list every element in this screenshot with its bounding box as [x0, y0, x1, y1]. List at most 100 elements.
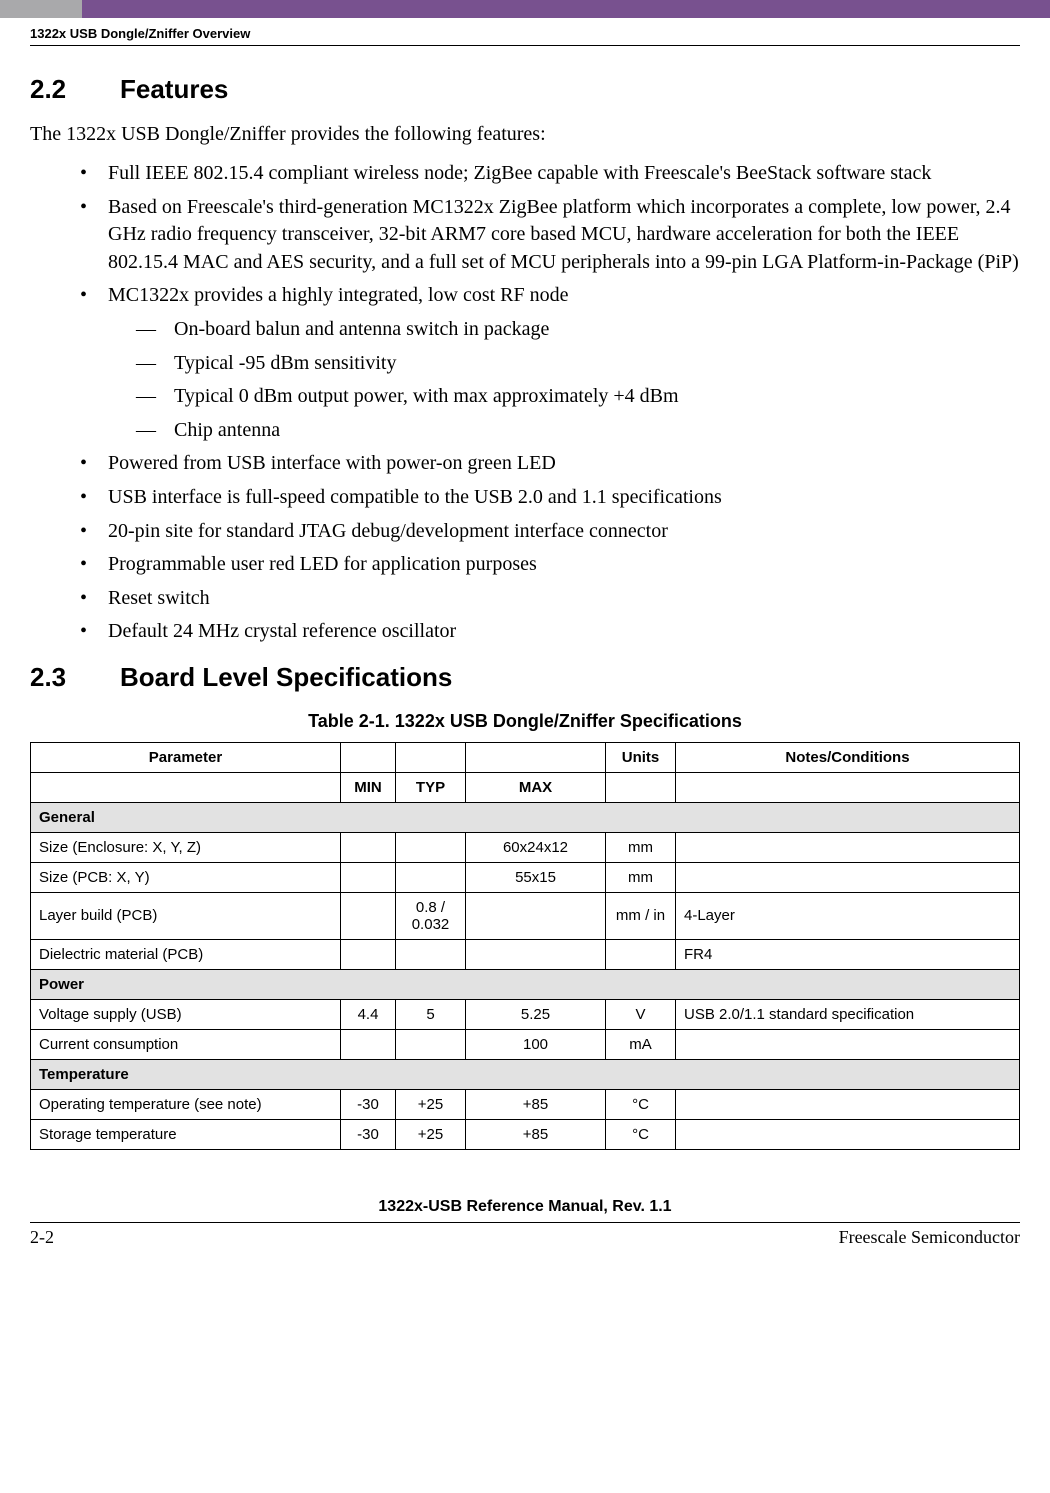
col-header-typ: TYP — [396, 772, 466, 802]
feature-item: USB interface is full-speed compatible t… — [80, 484, 1020, 512]
cell-max: 100 — [466, 1029, 606, 1059]
feature-item: Reset switch — [80, 585, 1020, 613]
section-2-2-heading: 2.2Features — [30, 74, 1020, 105]
cell-min — [341, 862, 396, 892]
feature-subitem: Typical -95 dBm sensitivity — [136, 350, 1020, 378]
col-header-units: Units — [606, 742, 676, 772]
cell-notes — [676, 862, 1020, 892]
cell-notes: FR4 — [676, 939, 1020, 969]
cell-max: 5.25 — [466, 999, 606, 1029]
top-color-band — [0, 0, 1050, 18]
col-header-notes: Notes/Conditions — [676, 742, 1020, 772]
table-section-title: General — [31, 802, 1020, 832]
footer-company: Freescale Semiconductor — [839, 1227, 1020, 1248]
col-header-parameter: Parameter — [31, 742, 341, 772]
cell-min: -30 — [341, 1119, 396, 1149]
header-rule — [30, 45, 1020, 46]
feature-item: Powered from USB interface with power-on… — [80, 450, 1020, 478]
col-header-blank — [341, 742, 396, 772]
cell-min — [341, 892, 396, 939]
table-section-row: Power — [31, 969, 1020, 999]
cell-min — [341, 1029, 396, 1059]
table-row: Operating temperature (see note)-30+25+8… — [31, 1089, 1020, 1119]
col-header-min: MIN — [341, 772, 396, 802]
cell-min: -30 — [341, 1089, 396, 1119]
table-section-title: Temperature — [31, 1059, 1020, 1089]
cell-typ — [396, 1029, 466, 1059]
cell-typ: +25 — [396, 1089, 466, 1119]
table-row: Dielectric material (PCB) FR4 — [31, 939, 1020, 969]
section-2-2-title: Features — [120, 74, 228, 104]
cell-parameter: Operating temperature (see note) — [31, 1089, 341, 1119]
spec-table-body: ParameterUnitsNotes/ConditionsMINTYPMAXG… — [31, 742, 1020, 1149]
cell-typ — [396, 832, 466, 862]
cell-max — [466, 892, 606, 939]
page-footer: 1322x-USB Reference Manual, Rev. 1.1 — [0, 1198, 1050, 1216]
col-header-blank — [606, 772, 676, 802]
feature-sublist: On-board balun and antenna switch in pac… — [108, 316, 1020, 444]
section-2-3-number: 2.3 — [30, 662, 120, 693]
feature-item: MC1322x provides a highly integrated, lo… — [80, 282, 1020, 444]
table-row: Size (Enclosure: X, Y, Z) 60x24x12mm — [31, 832, 1020, 862]
cell-units: mA — [606, 1029, 676, 1059]
cell-notes — [676, 1119, 1020, 1149]
table-row: Voltage supply (USB)4.455.25VUSB 2.0/1.1… — [31, 999, 1020, 1029]
col-header-blank — [466, 742, 606, 772]
table-row: Storage temperature-30+25+85°C — [31, 1119, 1020, 1149]
page-content: 1322x USB Dongle/Zniffer Overview 2.2Fea… — [0, 26, 1050, 1150]
cell-parameter: Dielectric material (PCB) — [31, 939, 341, 969]
col-header-blank — [676, 772, 1020, 802]
cell-units: °C — [606, 1089, 676, 1119]
cell-max: 55x15 — [466, 862, 606, 892]
cell-units: mm — [606, 832, 676, 862]
cell-typ: 0.8 / 0.032 — [396, 892, 466, 939]
section-2-3-heading: 2.3Board Level Specifications — [30, 662, 1020, 693]
cell-units: °C — [606, 1119, 676, 1149]
table-row: Current consumption100mA — [31, 1029, 1020, 1059]
running-header: 1322x USB Dongle/Zniffer Overview — [30, 26, 1020, 41]
cell-typ: 5 — [396, 999, 466, 1029]
feature-item: Based on Freescale's third-generation MC… — [80, 194, 1020, 277]
cell-typ: +25 — [396, 1119, 466, 1149]
cell-max: +85 — [466, 1089, 606, 1119]
table-section-row: Temperature — [31, 1059, 1020, 1089]
cell-units: mm / in — [606, 892, 676, 939]
col-header-blank — [396, 742, 466, 772]
table-section-title: Power — [31, 969, 1020, 999]
table-row: Layer build (PCB)0.8 / 0.032mm / in4-Lay… — [31, 892, 1020, 939]
col-header-blank — [31, 772, 341, 802]
cell-units: V — [606, 999, 676, 1029]
cell-min: 4.4 — [341, 999, 396, 1029]
band-gray — [0, 0, 82, 18]
cell-max — [466, 939, 606, 969]
cell-notes — [676, 1089, 1020, 1119]
feature-subitem: Chip antenna — [136, 417, 1020, 445]
feature-item: 20-pin site for standard JTAG debug/deve… — [80, 518, 1020, 546]
section-2-2-intro: The 1322x USB Dongle/Zniffer provides th… — [30, 123, 1020, 146]
footer-line: 2-2 Freescale Semiconductor — [0, 1227, 1050, 1268]
cell-max: +85 — [466, 1119, 606, 1149]
features-list: Full IEEE 802.15.4 compliant wireless no… — [30, 160, 1020, 646]
section-2-3-title: Board Level Specifications — [120, 662, 452, 692]
cell-typ — [396, 939, 466, 969]
table-header-row-2: MINTYPMAX — [31, 772, 1020, 802]
cell-notes: 4-Layer — [676, 892, 1020, 939]
cell-parameter: Voltage supply (USB) — [31, 999, 341, 1029]
feature-item: Full IEEE 802.15.4 compliant wireless no… — [80, 160, 1020, 188]
cell-notes — [676, 832, 1020, 862]
footer-page-number: 2-2 — [30, 1227, 54, 1248]
cell-notes: USB 2.0/1.1 standard specification — [676, 999, 1020, 1029]
table-header-row-1: Parameter UnitsNotes/Conditions — [31, 742, 1020, 772]
col-header-max: MAX — [466, 772, 606, 802]
cell-parameter: Size (Enclosure: X, Y, Z) — [31, 832, 341, 862]
feature-item: Programmable user red LED for applicatio… — [80, 551, 1020, 579]
cell-min — [341, 832, 396, 862]
cell-typ — [396, 862, 466, 892]
cell-units: mm — [606, 862, 676, 892]
spec-table: ParameterUnitsNotes/ConditionsMINTYPMAXG… — [30, 742, 1020, 1150]
feature-subitem: On-board balun and antenna switch in pac… — [136, 316, 1020, 344]
footer-manual-title: 1322x-USB Reference Manual, Rev. 1.1 — [30, 1198, 1020, 1216]
table-section-row: General — [31, 802, 1020, 832]
cell-max: 60x24x12 — [466, 832, 606, 862]
cell-parameter: Size (PCB: X, Y) — [31, 862, 341, 892]
